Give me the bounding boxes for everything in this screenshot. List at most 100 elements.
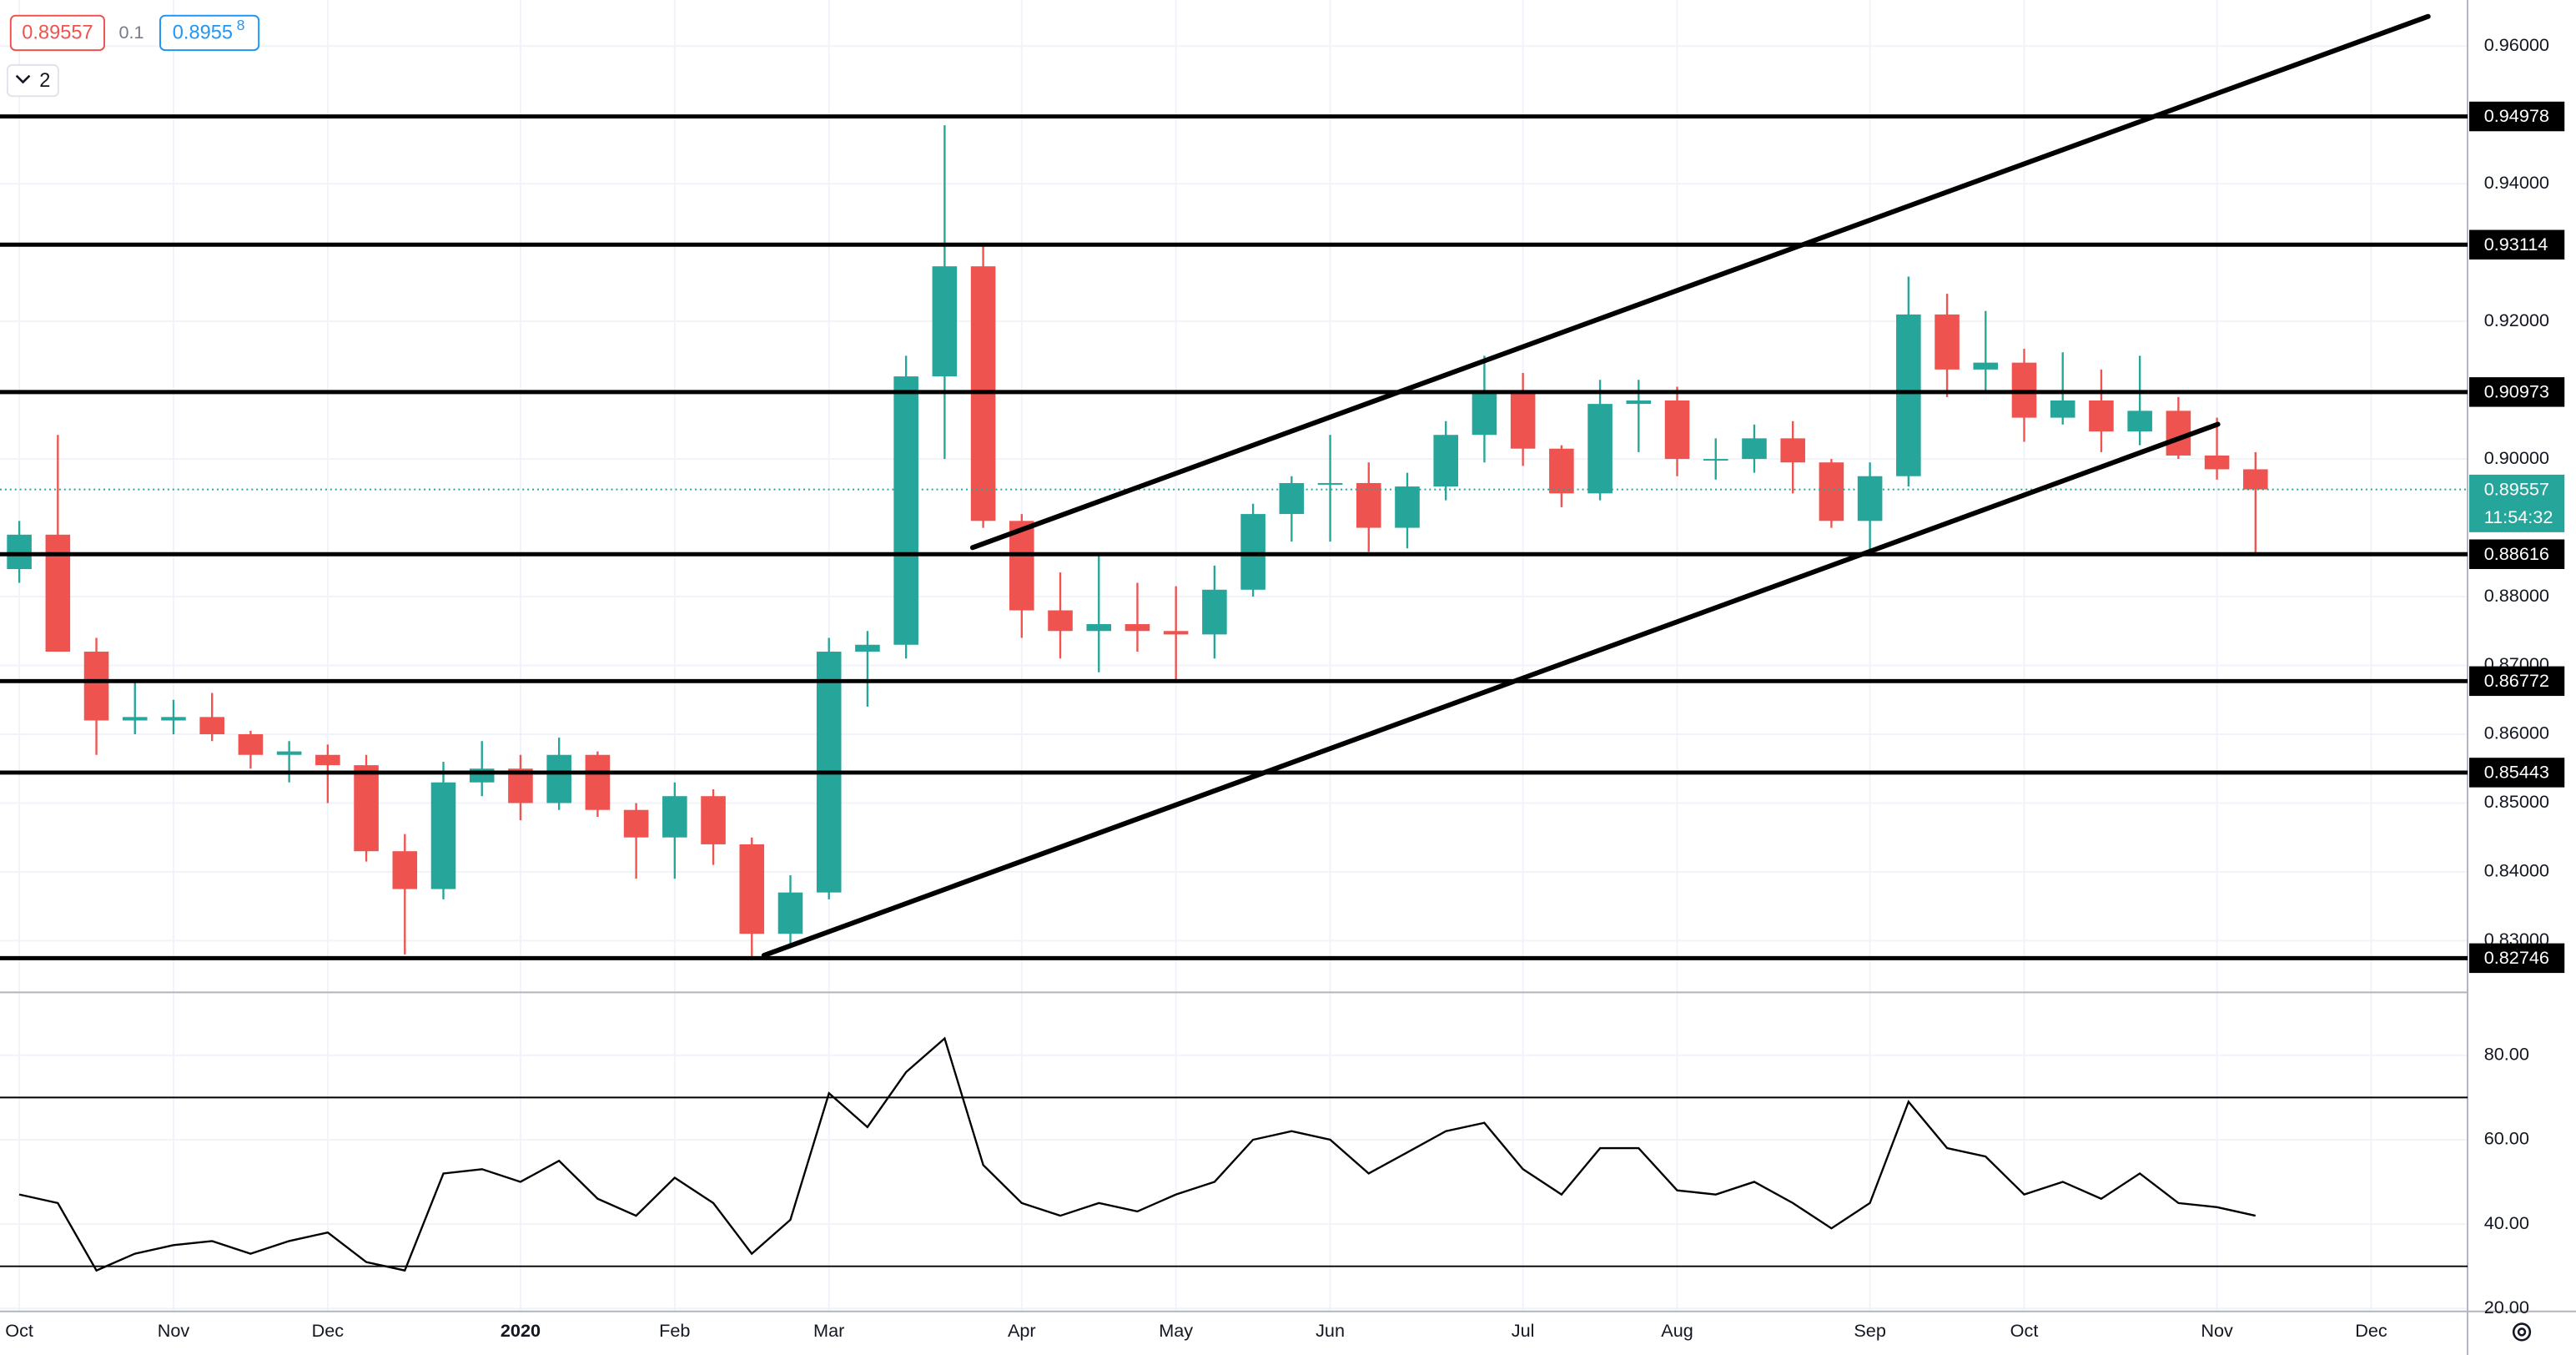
gear-hub	[2517, 1327, 2527, 1337]
candle-body	[1472, 390, 1497, 436]
candle-body	[1433, 435, 1459, 487]
x-tick-label: Oct	[5, 1320, 33, 1341]
y-tick-label: 0.86000	[2484, 723, 2549, 743]
candle-body	[199, 717, 224, 734]
candle-body	[1009, 521, 1034, 611]
candle-body	[1086, 624, 1112, 632]
last-price-box	[2468, 474, 2565, 532]
candle-body	[1279, 482, 1305, 515]
level-label-box	[2468, 229, 2565, 260]
gear-ring	[2512, 1322, 2532, 1342]
candle-body	[1935, 314, 1960, 370]
toolbar: 0.89557 0.1 0.8955 8 2	[6, 14, 260, 98]
x-tick-label: Dec	[312, 1320, 345, 1341]
candle-body	[1780, 438, 1805, 463]
candle-body	[276, 751, 302, 755]
candle-body	[2050, 400, 2075, 418]
candle-body	[354, 765, 379, 852]
y-tick-label: 20.00	[2484, 1297, 2529, 1317]
level-label: 0.85443	[2484, 762, 2549, 783]
candle-body	[83, 652, 109, 721]
candle-body	[122, 717, 148, 721]
spread: 0.1	[119, 22, 144, 43]
x-tick-label: Aug	[1661, 1320, 1693, 1341]
candle-body	[1549, 448, 1574, 494]
settings-icon[interactable]	[2512, 1322, 2532, 1342]
y-tick-label: 0.90000	[2484, 447, 2549, 468]
y-tick-label: 40.00	[2484, 1212, 2529, 1233]
level-label-box	[2468, 943, 2565, 974]
candle-body	[2204, 455, 2230, 470]
level-label: 0.88616	[2484, 543, 2549, 564]
candle-body	[1819, 462, 1844, 521]
candle-body	[7, 534, 32, 570]
candle-body	[1124, 624, 1150, 632]
candle-body	[777, 892, 803, 934]
last-price-label: 0.89557	[2484, 478, 2549, 499]
bid[interactable]: 0.89557	[22, 23, 93, 44]
candle-body	[739, 844, 765, 934]
level-label-box	[2468, 666, 2565, 697]
level-label: 0.94978	[2484, 105, 2549, 126]
x-tick-label: Jul	[1512, 1320, 1535, 1341]
candle-body	[1973, 362, 1999, 370]
candle-body	[161, 717, 186, 721]
candle-body	[1202, 589, 1227, 635]
y-tick-label: 0.96000	[2484, 34, 2549, 55]
level-label-box	[2468, 539, 2565, 569]
y-tick-label: 60.00	[2484, 1128, 2529, 1149]
collapse-count[interactable]: 2	[39, 70, 50, 92]
ask-pip[interactable]: 8	[237, 17, 245, 33]
candle-body	[1163, 631, 1189, 635]
candle-body	[701, 796, 726, 844]
candle-body	[2127, 411, 2152, 432]
rsi-line	[18, 1036, 2257, 1272]
x-tick-label: May	[1159, 1320, 1193, 1341]
candle-body	[855, 644, 880, 652]
candle-body	[1048, 610, 1073, 632]
countdown: 11:54:32	[2484, 506, 2553, 527]
level-label: 0.86772	[2484, 670, 2549, 691]
candle-body	[662, 796, 687, 838]
candle-body	[1317, 482, 1343, 485]
x-tick-label: Sep	[1854, 1320, 1886, 1341]
chevron-icon	[15, 74, 31, 84]
channel-upper	[969, 13, 2431, 551]
trendlines	[761, 13, 2431, 959]
ask[interactable]: 0.8955	[173, 23, 233, 44]
candle-body	[392, 851, 418, 889]
candle-body	[1626, 400, 1652, 405]
level-label-box	[2468, 758, 2565, 788]
bid-box[interactable]	[9, 14, 106, 52]
candle-body	[932, 266, 958, 377]
candle-body	[1510, 390, 1536, 449]
collapse-button[interactable]	[6, 63, 59, 98]
level-label: 0.93114	[2484, 234, 2548, 254]
x-tick-label: Mar	[813, 1320, 844, 1341]
candle-body	[1664, 400, 1690, 460]
level-label-box	[2468, 101, 2565, 132]
candle-body	[893, 376, 918, 645]
candle-body	[1395, 486, 1420, 528]
level-label: 0.90973	[2484, 381, 2549, 402]
candle-body	[585, 754, 611, 810]
x-tick-label: Nov	[2201, 1320, 2233, 1341]
candle-body	[1742, 438, 1767, 460]
x-tick-label: Jun	[1316, 1320, 1345, 1341]
ask-box[interactable]	[159, 14, 260, 52]
candle-body	[1896, 314, 1921, 476]
x-tick-label: 2020	[501, 1320, 541, 1341]
candle-body	[238, 733, 264, 755]
candle-body	[1240, 514, 1265, 590]
candle-body	[2243, 469, 2268, 490]
candle-body	[1356, 482, 1381, 528]
y-tick-label: 0.85000	[2484, 791, 2549, 812]
x-tick-label: Dec	[2355, 1320, 2387, 1341]
candle-body	[1587, 404, 1613, 494]
level-label: 0.82746	[2484, 947, 2549, 968]
candle-body	[1703, 459, 1728, 461]
level-label-box	[2468, 377, 2565, 407]
